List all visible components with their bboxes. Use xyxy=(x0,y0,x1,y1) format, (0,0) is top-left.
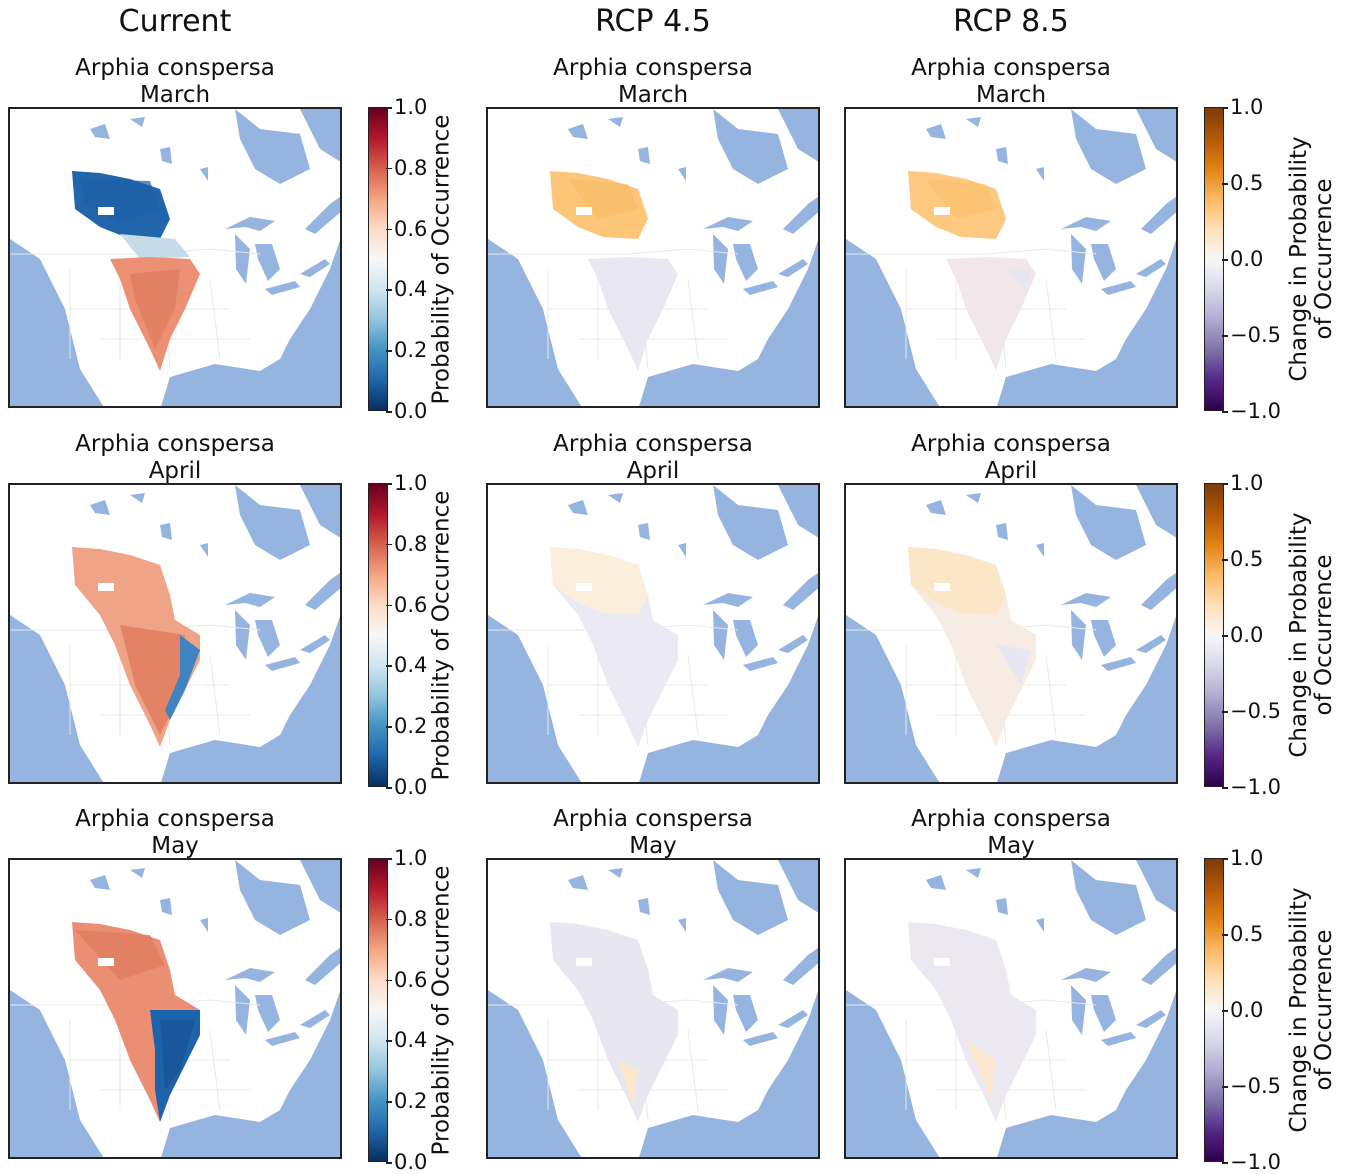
map-title-rcp85-may: Arphia conspersa May xyxy=(844,806,1178,860)
map-rcp85-march xyxy=(844,107,1178,408)
map-title-current-april: Arphia conspersa April xyxy=(8,431,342,485)
change-colorbar-label: Change in Probability of Occurrence xyxy=(1286,107,1337,411)
map-current-may xyxy=(8,858,342,1159)
change-colorbar-label-line1: Change in Probability xyxy=(1286,136,1312,382)
map-title-current-march: Arphia conspersa March xyxy=(8,55,342,109)
probability-colorbar-label: Probability of Occurrence xyxy=(428,490,455,781)
change-colorbar-label-line1: Change in Probability xyxy=(1286,887,1312,1133)
map-title-rcp85-march: Arphia conspersa March xyxy=(844,55,1178,109)
colorbar-tick-label: 0.6 xyxy=(385,592,428,617)
map-rcp45-march xyxy=(486,107,820,408)
month-label: May xyxy=(151,833,199,859)
colorbar-tick-label: 1.0 xyxy=(385,471,428,495)
column-title-rcp45: RCP 4.5 xyxy=(595,4,711,39)
colorbar-tick-label: 0.5 xyxy=(1221,922,1264,946)
colorbar-tick-label: 0.8 xyxy=(385,906,428,931)
colorbar-tick-label: −0.5 xyxy=(1222,699,1281,723)
map-title-rcp45-may: Arphia conspersa May xyxy=(486,806,820,860)
colorbar-tick-label: 1.0 xyxy=(385,95,428,119)
month-label: May xyxy=(987,833,1035,859)
colorbar-tick-label: 0.8 xyxy=(385,531,428,556)
species-name: Arphia conspersa xyxy=(75,806,275,832)
colorbar-tick-label: 0.6 xyxy=(385,216,428,241)
change-colorbar-label-line2: of Occurrence xyxy=(1311,178,1337,340)
colorbar-tick-label: 0.2 xyxy=(385,1089,428,1114)
change-colorbar xyxy=(1204,483,1224,787)
colorbar-tick-label: 0.0 xyxy=(1221,998,1264,1022)
map-rcp85-may xyxy=(844,858,1178,1159)
month-label: May xyxy=(629,833,677,859)
probability-colorbar xyxy=(368,858,388,1162)
colorbar-tick-label: 0.4 xyxy=(385,1028,428,1053)
month-label: March xyxy=(975,82,1047,108)
change-colorbar-label: Change in Probability of Occurrence xyxy=(1286,858,1337,1162)
probability-colorbar-label: Probability of Occurrence xyxy=(428,865,455,1156)
colorbar-tick-label: 0.0 xyxy=(385,399,428,423)
species-name: Arphia conspersa xyxy=(911,55,1111,81)
colorbar-tick-label: 0.0 xyxy=(1221,623,1264,647)
colorbar-tick-label: 0.0 xyxy=(1221,247,1264,271)
month-label: April xyxy=(148,458,202,484)
species-name: Arphia conspersa xyxy=(75,431,275,457)
map-title-rcp45-march: Arphia conspersa March xyxy=(486,55,820,109)
change-colorbar-label-line2: of Occurrence xyxy=(1311,554,1337,716)
colorbar-tick-label: −0.5 xyxy=(1222,323,1281,347)
species-name: Arphia conspersa xyxy=(553,431,753,457)
species-name: Arphia conspersa xyxy=(553,55,753,81)
colorbar-tick-label: 1.0 xyxy=(1221,846,1264,870)
probability-colorbar-label: Probability of Occurrence xyxy=(428,114,455,405)
colorbar-tick-label: 1.0 xyxy=(1221,95,1264,119)
probability-colorbar xyxy=(368,107,388,411)
colorbar-tick-label: 0.6 xyxy=(385,967,428,992)
colorbar-tick-label: 1.0 xyxy=(385,846,428,870)
map-title-rcp45-april: Arphia conspersa April xyxy=(486,431,820,485)
colorbar-tick-label: −0.5 xyxy=(1222,1074,1281,1098)
colorbar-tick-label: −1.0 xyxy=(1222,1150,1281,1174)
change-colorbar-label: Change in Probability of Occurrence xyxy=(1286,483,1337,787)
colorbar-tick-label: 0.0 xyxy=(385,1150,428,1174)
month-label: March xyxy=(139,82,211,108)
map-current-march xyxy=(8,107,342,408)
colorbar-tick-label: 0.0 xyxy=(385,775,428,799)
column-title-rcp85: RCP 8.5 xyxy=(953,4,1069,39)
colorbar-tick-label: 0.2 xyxy=(385,714,428,739)
colorbar-tick-label: 0.5 xyxy=(1221,547,1264,571)
map-rcp45-may xyxy=(486,858,820,1159)
colorbar-tick-label: 0.2 xyxy=(385,338,428,363)
colorbar-tick-label: −1.0 xyxy=(1222,399,1281,423)
change-colorbar xyxy=(1204,107,1224,411)
probability-colorbar xyxy=(368,483,388,787)
map-current-april xyxy=(8,483,342,784)
change-colorbar-label-line2: of Occurrence xyxy=(1311,929,1337,1091)
map-title-rcp85-april: Arphia conspersa April xyxy=(844,431,1178,485)
species-name: Arphia conspersa xyxy=(75,55,275,81)
colorbar-tick-label: −1.0 xyxy=(1222,775,1281,799)
colorbar-tick-label: 0.5 xyxy=(1221,171,1264,195)
month-label: April xyxy=(626,458,680,484)
colorbar-tick-label: 0.8 xyxy=(385,155,428,180)
species-name: Arphia conspersa xyxy=(911,431,1111,457)
change-colorbar xyxy=(1204,858,1224,1162)
map-rcp85-april xyxy=(844,483,1178,784)
map-rcp45-april xyxy=(486,483,820,784)
colorbar-tick-label: 0.4 xyxy=(385,277,428,302)
month-label: April xyxy=(984,458,1038,484)
species-name: Arphia conspersa xyxy=(553,806,753,832)
change-colorbar-label-line1: Change in Probability xyxy=(1286,512,1312,758)
colorbar-tick-label: 1.0 xyxy=(1221,471,1264,495)
column-title-current: Current xyxy=(118,4,232,39)
colorbar-tick-label: 0.4 xyxy=(385,653,428,678)
map-title-current-may: Arphia conspersa May xyxy=(8,806,342,860)
month-label: March xyxy=(617,82,689,108)
species-name: Arphia conspersa xyxy=(911,806,1111,832)
